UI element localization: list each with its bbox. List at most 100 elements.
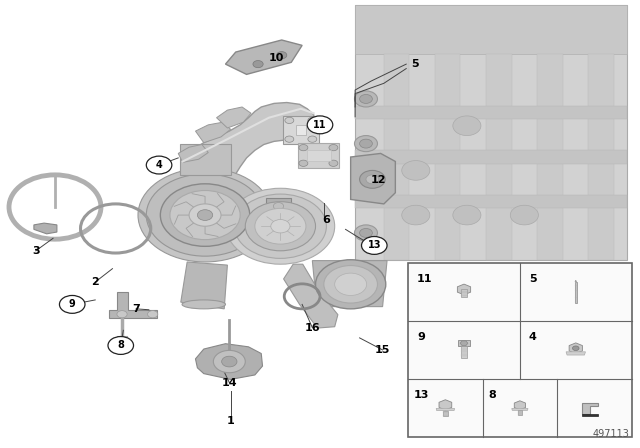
- Circle shape: [316, 260, 386, 309]
- Polygon shape: [225, 40, 302, 74]
- Circle shape: [360, 228, 372, 237]
- Polygon shape: [443, 411, 448, 416]
- Polygon shape: [351, 153, 396, 204]
- Circle shape: [307, 116, 333, 134]
- Circle shape: [213, 350, 245, 373]
- Circle shape: [245, 202, 316, 251]
- Circle shape: [335, 273, 367, 296]
- Polygon shape: [575, 282, 577, 303]
- Polygon shape: [582, 403, 598, 414]
- Text: 9: 9: [417, 332, 425, 342]
- Text: 7: 7: [132, 304, 140, 314]
- Circle shape: [360, 184, 372, 193]
- Circle shape: [573, 346, 579, 350]
- Polygon shape: [460, 341, 468, 345]
- Circle shape: [355, 180, 378, 196]
- Circle shape: [276, 52, 287, 59]
- Circle shape: [271, 220, 290, 233]
- Circle shape: [117, 310, 127, 318]
- Circle shape: [189, 204, 221, 226]
- Ellipse shape: [182, 300, 225, 309]
- Circle shape: [308, 117, 317, 124]
- Circle shape: [510, 205, 538, 225]
- Circle shape: [221, 356, 237, 367]
- Polygon shape: [283, 116, 319, 144]
- Text: 11: 11: [313, 120, 327, 130]
- Polygon shape: [178, 145, 208, 162]
- Circle shape: [138, 168, 272, 262]
- Circle shape: [329, 145, 338, 151]
- Circle shape: [360, 139, 372, 148]
- Polygon shape: [384, 54, 410, 260]
- Polygon shape: [355, 151, 627, 164]
- Circle shape: [453, 116, 481, 136]
- Text: 4: 4: [156, 160, 163, 170]
- Bar: [307, 151, 331, 161]
- Circle shape: [147, 174, 264, 256]
- Polygon shape: [435, 54, 461, 260]
- Text: 11: 11: [417, 274, 433, 284]
- Circle shape: [226, 188, 335, 264]
- Polygon shape: [172, 103, 315, 204]
- Polygon shape: [575, 280, 577, 282]
- Circle shape: [355, 136, 378, 152]
- Circle shape: [355, 225, 378, 241]
- Text: 15: 15: [375, 345, 390, 355]
- Polygon shape: [312, 261, 387, 306]
- Polygon shape: [537, 54, 563, 260]
- Polygon shape: [355, 5, 627, 260]
- Circle shape: [234, 194, 326, 258]
- Text: 5: 5: [411, 59, 419, 69]
- Polygon shape: [436, 409, 454, 411]
- Circle shape: [355, 91, 378, 107]
- Polygon shape: [266, 198, 291, 229]
- Text: 9: 9: [69, 299, 76, 310]
- Polygon shape: [458, 284, 470, 295]
- Text: 3: 3: [32, 246, 40, 256]
- Text: 8: 8: [488, 390, 497, 400]
- Polygon shape: [461, 346, 467, 358]
- Polygon shape: [355, 5, 627, 54]
- Polygon shape: [180, 262, 227, 309]
- Text: 4: 4: [529, 332, 537, 342]
- Text: 16: 16: [305, 323, 320, 332]
- Text: 10: 10: [269, 53, 284, 63]
- Circle shape: [329, 160, 338, 166]
- Circle shape: [273, 218, 284, 225]
- Polygon shape: [518, 410, 522, 415]
- Text: 1: 1: [227, 416, 234, 426]
- Text: 5: 5: [529, 274, 536, 284]
- Polygon shape: [569, 343, 582, 353]
- Polygon shape: [355, 106, 627, 119]
- Polygon shape: [179, 144, 230, 175]
- Circle shape: [148, 310, 158, 318]
- Polygon shape: [515, 401, 525, 410]
- Circle shape: [273, 202, 284, 210]
- Circle shape: [253, 60, 263, 68]
- Polygon shape: [512, 409, 528, 410]
- Polygon shape: [109, 292, 157, 318]
- Polygon shape: [486, 54, 511, 260]
- Circle shape: [402, 205, 430, 225]
- Circle shape: [197, 210, 212, 220]
- Text: 13: 13: [414, 390, 429, 400]
- Polygon shape: [566, 352, 586, 355]
- Polygon shape: [298, 143, 339, 168]
- Polygon shape: [296, 125, 306, 135]
- Circle shape: [299, 160, 308, 166]
- Circle shape: [324, 266, 378, 303]
- Circle shape: [360, 95, 372, 103]
- Bar: [408, 263, 632, 438]
- Polygon shape: [195, 344, 262, 379]
- Text: 14: 14: [221, 378, 237, 388]
- Circle shape: [161, 184, 250, 246]
- Polygon shape: [355, 195, 627, 208]
- Polygon shape: [439, 400, 452, 410]
- Polygon shape: [588, 54, 614, 260]
- Circle shape: [299, 145, 308, 151]
- Polygon shape: [34, 223, 57, 234]
- Polygon shape: [216, 107, 251, 128]
- Circle shape: [362, 237, 387, 254]
- Circle shape: [170, 190, 240, 240]
- Text: 13: 13: [367, 241, 381, 250]
